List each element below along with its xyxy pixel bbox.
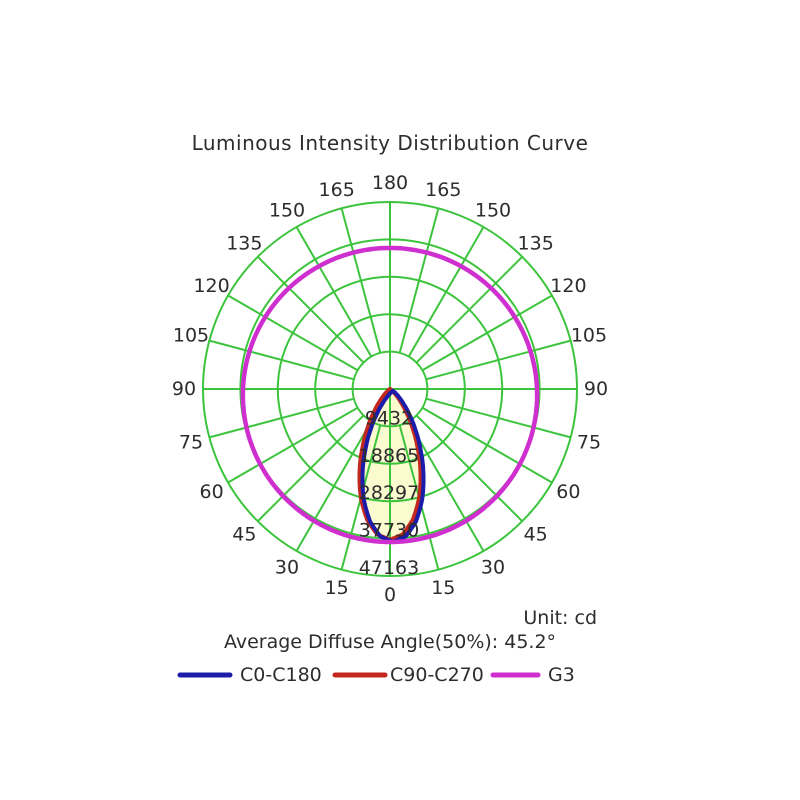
grid-spoke xyxy=(209,339,355,381)
angle-tick-label: 75 xyxy=(179,431,203,453)
angle-tick-label: 105 xyxy=(571,325,607,347)
grid-spoke xyxy=(425,339,571,381)
angle-tick-label: 135 xyxy=(518,232,554,254)
angle-tick-label: 120 xyxy=(193,275,229,297)
angle-tick-label: 60 xyxy=(200,481,224,503)
angle-tick-label: 105 xyxy=(173,325,209,347)
angle-tick-label: 75 xyxy=(577,431,601,453)
grid-spoke xyxy=(209,397,355,439)
angle-tick-label: 150 xyxy=(269,200,305,222)
grid-spoke xyxy=(227,294,359,372)
ring-value-label: 47163 xyxy=(359,557,419,579)
grid-spoke xyxy=(415,414,523,522)
angle-tick-label: 120 xyxy=(550,275,586,297)
angle-tick-label: 30 xyxy=(275,556,299,578)
legend-label-c90-c270: C90-C270 xyxy=(390,664,484,686)
average-diffuse-angle-note: Average Diffuse Angle(50%): 45.2° xyxy=(224,631,556,653)
ring-value-label: 18865 xyxy=(359,445,419,467)
angle-tick-label: 90 xyxy=(172,378,196,400)
angle-tick-label: 45 xyxy=(232,524,256,546)
ring-value-label: 9432 xyxy=(365,407,413,429)
grid-spoke xyxy=(421,406,553,484)
grid-spoke xyxy=(227,406,359,484)
angle-tick-label: 135 xyxy=(226,232,262,254)
legend: C0-C180 C90-C270 G3 xyxy=(177,664,575,686)
grid-spoke xyxy=(398,208,440,354)
grid-spoke xyxy=(295,226,373,358)
angle-tick-label: 30 xyxy=(481,556,505,578)
angle-tick-label: 165 xyxy=(425,179,461,201)
legend-label-g3: G3 xyxy=(548,664,575,686)
legend-label-c0-c180: C0-C180 xyxy=(240,664,322,686)
angle-tick-label: 0 xyxy=(384,584,396,606)
grid-spoke xyxy=(257,414,365,522)
angle-tick-label: 15 xyxy=(325,577,349,599)
angle-tick-label: 150 xyxy=(475,200,511,222)
polar-grid xyxy=(202,201,578,577)
grid-spoke xyxy=(421,294,553,372)
grid-spoke xyxy=(257,256,365,364)
chart-title: Luminous Intensity Distribution Curve xyxy=(192,131,589,155)
grid-spoke xyxy=(407,226,485,358)
ring-value-label: 37730 xyxy=(359,520,419,542)
grid-spoke xyxy=(425,397,571,439)
angle-tick-label: 90 xyxy=(584,378,608,400)
angle-tick-label: 60 xyxy=(556,481,580,503)
grid-spoke xyxy=(295,420,373,552)
series-curves-layer xyxy=(240,245,540,545)
grid-spoke xyxy=(340,208,382,354)
axis-labels-layer: 9432 18865 28297 37730 47163 0 15 15 30 30 45 45 60 6… xyxy=(172,172,608,606)
ring-value-label: 28297 xyxy=(359,482,419,504)
grid-spoke xyxy=(415,256,523,364)
angle-tick-label: 180 xyxy=(372,172,408,194)
angle-tick-label: 15 xyxy=(431,577,455,599)
angle-tick-label: 165 xyxy=(319,179,355,201)
angle-tick-label: 45 xyxy=(524,524,548,546)
beam-fill-c0-c180 xyxy=(362,391,424,542)
unit-note: Unit: cd xyxy=(523,607,597,629)
series-g3-path xyxy=(240,245,540,545)
